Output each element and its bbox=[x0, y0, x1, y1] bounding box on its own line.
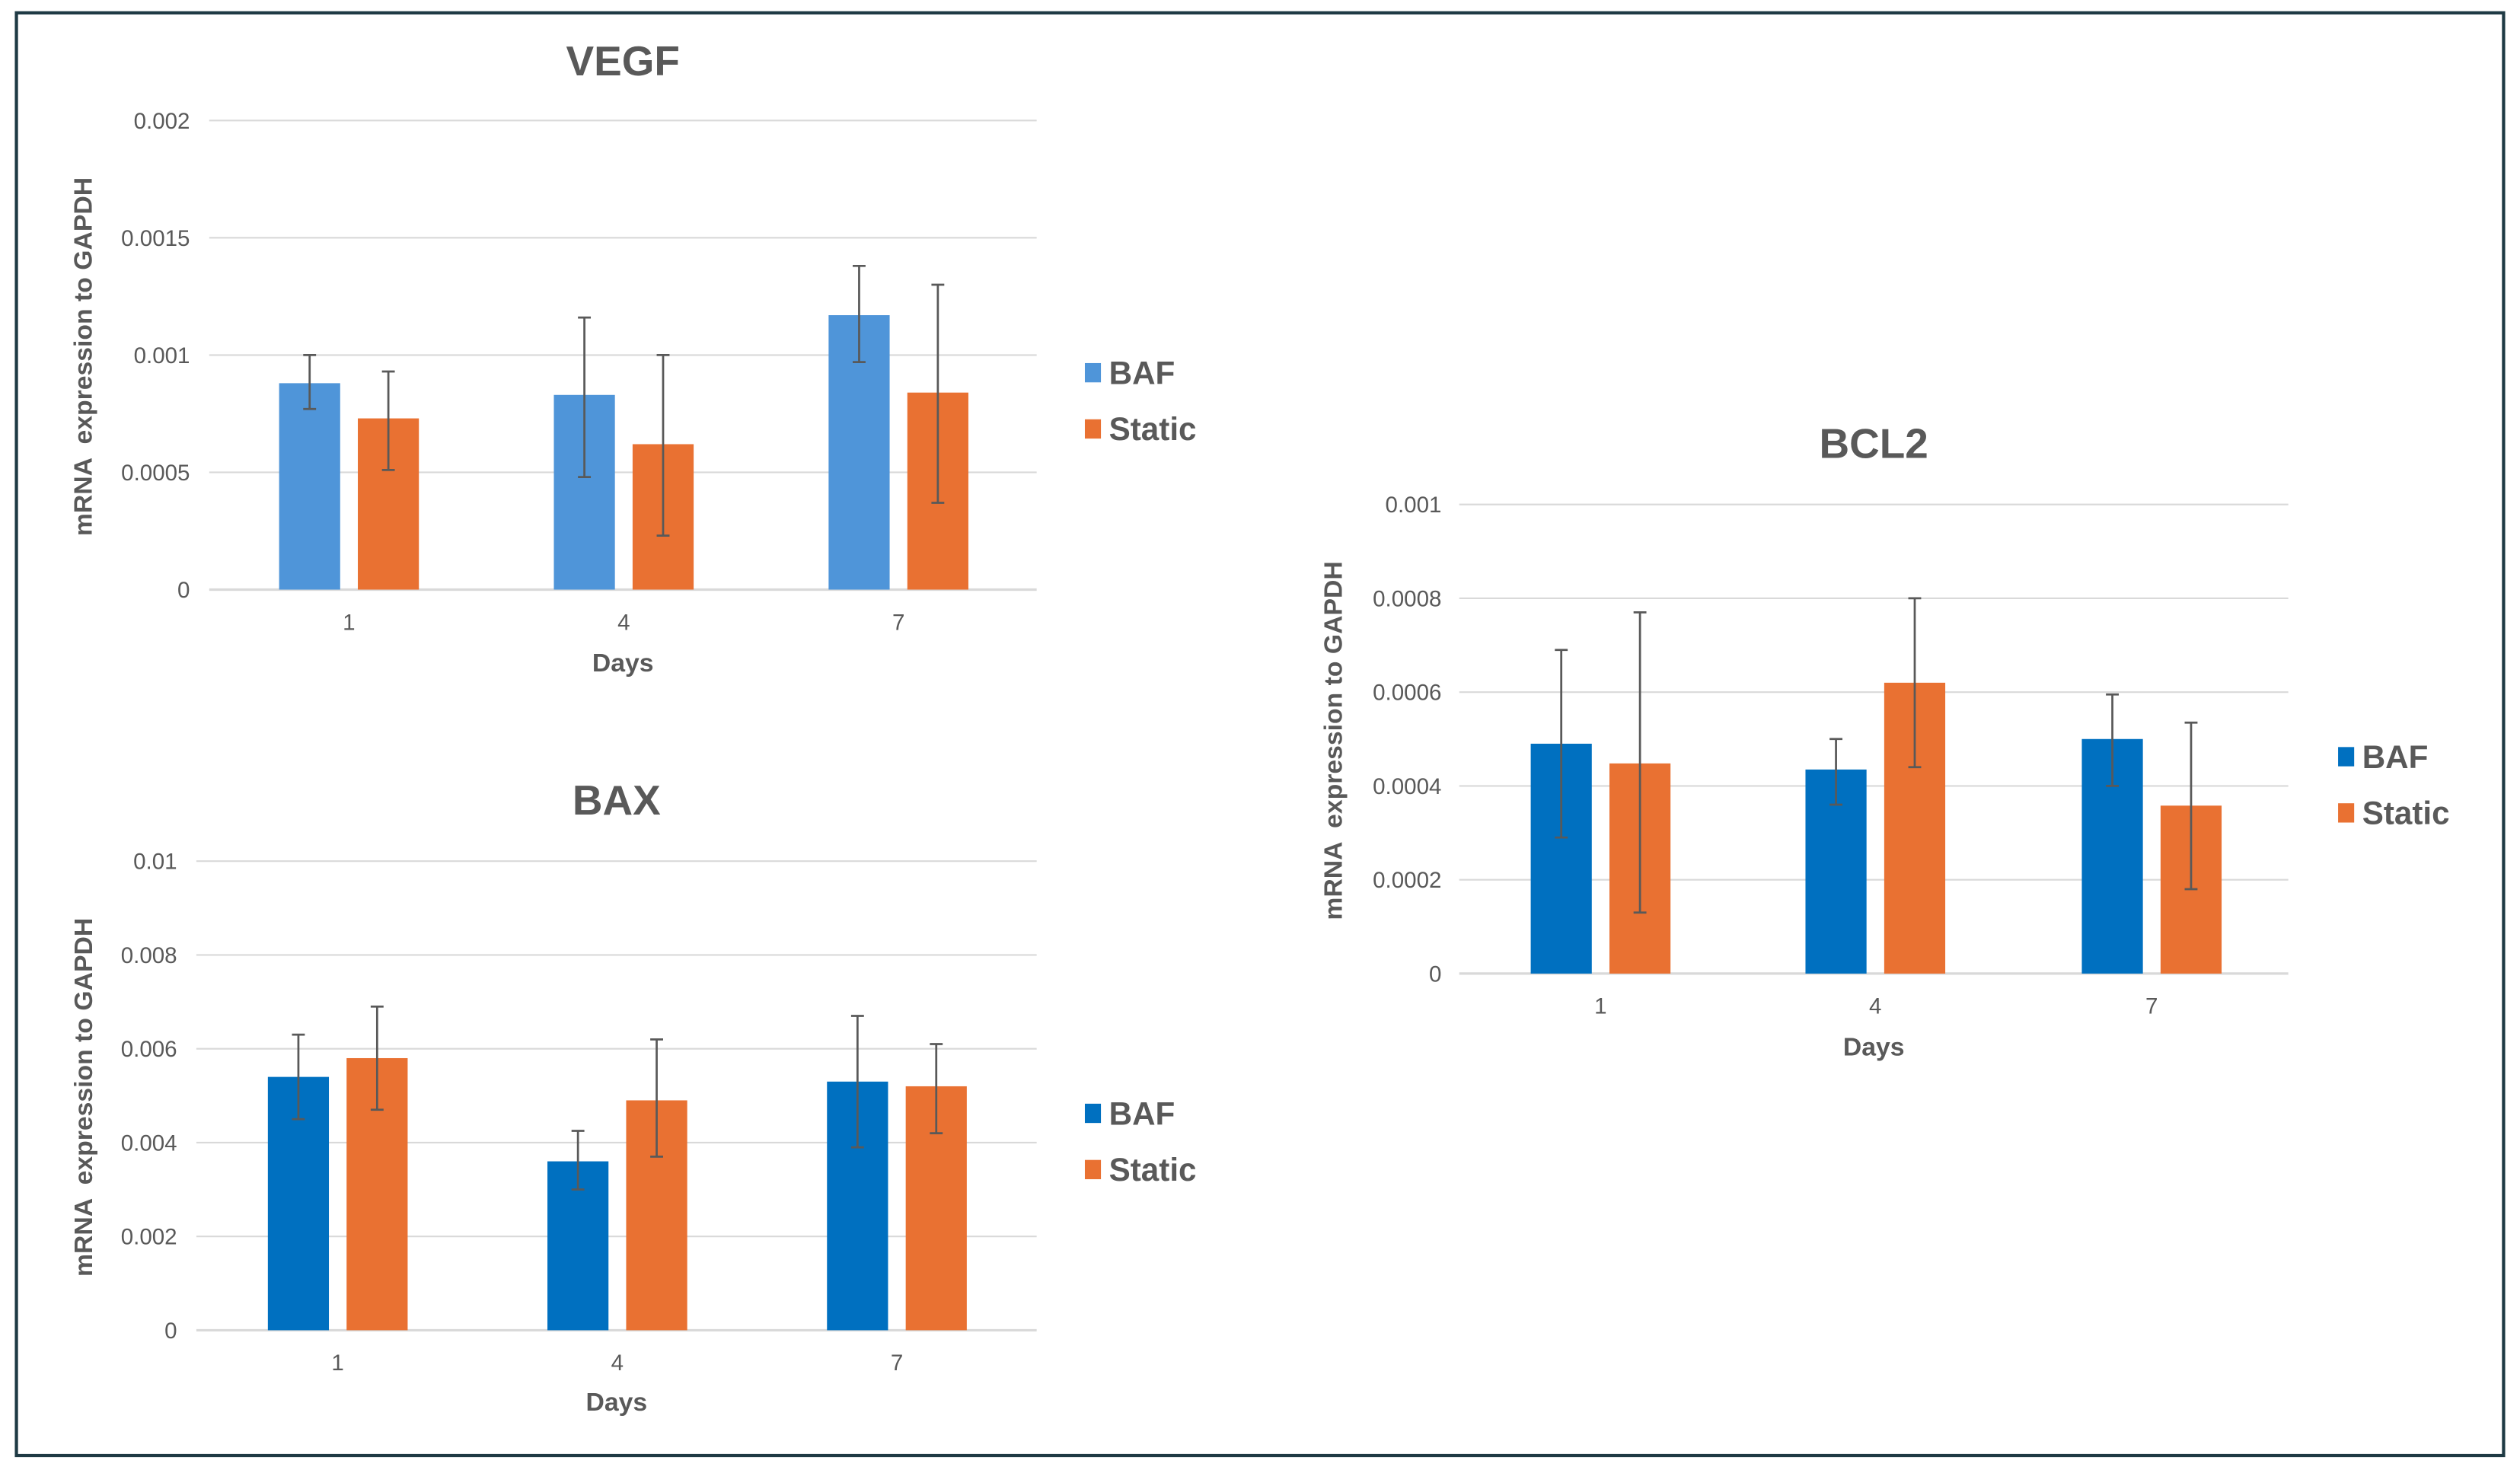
x-tick-label: 4 bbox=[1869, 994, 1881, 1019]
legend-label-baf: BAF bbox=[2362, 739, 2429, 775]
legend-label-static: Static bbox=[1109, 411, 1197, 447]
legend-swatch-static bbox=[1084, 1159, 1102, 1180]
figure-border bbox=[14, 11, 2506, 1458]
x-axis-label: Days bbox=[585, 1388, 647, 1417]
x-tick-label: 1 bbox=[343, 610, 355, 635]
bar-baf-day-1 bbox=[279, 383, 340, 590]
x-tick-label: 7 bbox=[2145, 994, 2158, 1019]
legend-label-baf: BAF bbox=[1109, 1095, 1175, 1131]
y-tick-label: 0.0002 bbox=[1373, 868, 1441, 893]
y-tick-label: 0.0004 bbox=[1373, 774, 1441, 799]
x-tick-label: 1 bbox=[331, 1350, 343, 1376]
y-tick-label: 0.0015 bbox=[121, 226, 190, 251]
x-tick-label: 7 bbox=[891, 1350, 903, 1376]
legend-label-baf: BAF bbox=[1109, 355, 1175, 391]
legend-swatch-static bbox=[1084, 419, 1102, 439]
y-axis-label: mRNA expression to GAPDH bbox=[69, 918, 98, 1277]
y-axis-label: mRNA expression to GAPDH bbox=[69, 177, 98, 536]
chart-vegf: VEGF 0 0.0005 0.001 0.0015 0.002 1 4 7 BAF Static D… bbox=[69, 37, 1197, 678]
legend-label-static: Static bbox=[2362, 796, 2450, 831]
x-axis-label: Days bbox=[1843, 1033, 1905, 1062]
y-axis-label: mRNA expression to GAPDH bbox=[1319, 561, 1348, 920]
x-tick-label: 4 bbox=[611, 1350, 624, 1376]
chart-bcl2: BCL2 0 0.0002 0.0004 0.0006 0.0008 0.001 1 4 7 BAF… bbox=[1319, 419, 2450, 1061]
y-tick-label: 0.01 bbox=[133, 850, 177, 875]
y-tick-label: 0 bbox=[177, 578, 190, 603]
legend-swatch-baf bbox=[2338, 747, 2355, 767]
y-tick-label: 0.0005 bbox=[121, 461, 190, 486]
chart-title: BCL2 bbox=[1820, 419, 1928, 467]
y-tick-label: 0 bbox=[1429, 961, 1441, 987]
y-tick-label: 0.002 bbox=[134, 109, 190, 134]
legend-swatch-static bbox=[2338, 803, 2355, 823]
x-tick-label: 7 bbox=[892, 610, 904, 635]
y-tick-label: 0.006 bbox=[121, 1037, 177, 1062]
y-tick-label: 0.002 bbox=[121, 1225, 177, 1250]
x-tick-label: 4 bbox=[617, 610, 630, 635]
y-tick-label: 0.004 bbox=[121, 1130, 177, 1156]
x-axis-label: Days bbox=[592, 649, 654, 678]
chart-title: BAX bbox=[573, 776, 661, 824]
y-tick-label: 0.0008 bbox=[1373, 586, 1441, 611]
legend-swatch-baf bbox=[1084, 1103, 1102, 1124]
chart-title: VEGF bbox=[566, 37, 680, 85]
chart-bax: BAX 0 0.002 0.004 0.006 0.008 0.01 1 4 7 BAF Static… bbox=[69, 776, 1197, 1417]
y-tick-label: 0 bbox=[164, 1319, 177, 1344]
y-tick-label: 0.0006 bbox=[1373, 681, 1441, 706]
y-tick-label: 0.008 bbox=[121, 943, 177, 968]
legend-label-static: Static bbox=[1109, 1152, 1197, 1188]
legend-swatch-baf bbox=[1084, 362, 1102, 383]
y-tick-label: 0.001 bbox=[134, 343, 190, 368]
y-tick-label: 0.001 bbox=[1386, 493, 1442, 518]
x-tick-label: 1 bbox=[1594, 994, 1606, 1019]
